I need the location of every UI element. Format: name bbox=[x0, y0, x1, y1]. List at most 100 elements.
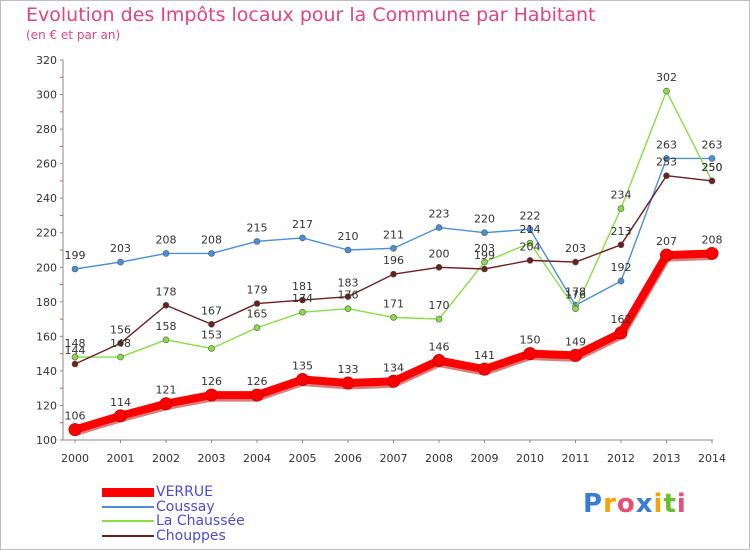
data-point-la-chauss-e bbox=[663, 87, 670, 95]
x-tick-label: 2008 bbox=[425, 452, 453, 465]
data-point-chouppes bbox=[617, 241, 625, 249]
data-point-verrue bbox=[250, 388, 264, 402]
data-label-la-chauss-e: 148 bbox=[65, 337, 86, 350]
data-point-verrue bbox=[114, 409, 127, 423]
legend: VERRUE Coussay La Chaussée Chouppes bbox=[102, 485, 245, 543]
data-point-coussay bbox=[299, 234, 306, 242]
data-label-verrue: 126 bbox=[201, 375, 222, 388]
data-point-coussay bbox=[344, 246, 352, 254]
data-point-coussay bbox=[708, 155, 716, 162]
x-tick-label: 2012 bbox=[607, 452, 635, 465]
x-tick-label: 2009 bbox=[471, 452, 499, 465]
data-point-coussay bbox=[71, 265, 79, 273]
data-label-verrue: 141 bbox=[474, 349, 495, 362]
data-point-la-chauss-e bbox=[390, 314, 397, 321]
data-label-la-chauss-e: 165 bbox=[247, 308, 268, 321]
data-label-verrue: 121 bbox=[156, 384, 177, 397]
legend-label: Chouppes bbox=[156, 527, 226, 544]
data-label-chouppes: 200 bbox=[429, 247, 450, 260]
y-tick-label: 300 bbox=[36, 89, 57, 102]
legend-label: La Chaussée bbox=[156, 513, 245, 530]
x-tick-label: 2006 bbox=[334, 452, 362, 465]
data-point-la-chauss-e bbox=[71, 353, 79, 361]
x-tick-label: 2003 bbox=[198, 452, 226, 465]
logo-letter: r bbox=[603, 489, 617, 519]
legend-item-la-chauss-e: La Chaussée bbox=[102, 514, 245, 529]
data-label-la-chauss-e: 214 bbox=[520, 223, 541, 236]
data-point-verrue bbox=[478, 362, 491, 376]
data-label-chouppes: 183 bbox=[338, 277, 359, 290]
data-point-la-chauss-e bbox=[617, 205, 625, 212]
data-point-verrue bbox=[569, 348, 582, 362]
data-point-coussay bbox=[162, 250, 170, 257]
y-tick-label: 240 bbox=[36, 192, 57, 205]
data-label-verrue: 126 bbox=[247, 375, 268, 388]
x-tick-label: 2013 bbox=[653, 452, 681, 465]
proxiti-logo: Proxiti bbox=[583, 489, 687, 519]
data-point-chouppes bbox=[572, 258, 579, 266]
logo-letter: i bbox=[653, 489, 664, 519]
data-label-coussay: 263 bbox=[656, 138, 677, 151]
data-point-coussay bbox=[208, 250, 215, 257]
y-tick-label: 120 bbox=[36, 399, 57, 412]
data-label-coussay: 223 bbox=[429, 208, 450, 221]
data-label-chouppes: 156 bbox=[110, 323, 131, 336]
x-tick-label: 2001 bbox=[107, 452, 135, 465]
chart-subtitle: (en € et par an) bbox=[26, 28, 121, 42]
data-point-la-chauss-e bbox=[526, 239, 534, 247]
y-tick-label: 320 bbox=[36, 54, 57, 67]
logo-letter: x bbox=[635, 489, 654, 519]
x-tick-label: 2002 bbox=[152, 452, 180, 465]
data-point-chouppes bbox=[435, 263, 443, 271]
data-point-la-chauss-e bbox=[253, 324, 261, 332]
data-label-la-chauss-e: 153 bbox=[201, 328, 222, 341]
data-label-chouppes: 179 bbox=[247, 284, 268, 297]
data-label-coussay: 208 bbox=[201, 233, 222, 246]
data-point-coussay bbox=[663, 155, 670, 162]
data-point-chouppes bbox=[299, 296, 306, 304]
data-point-la-chauss-e bbox=[481, 258, 488, 266]
data-point-la-chauss-e bbox=[344, 305, 352, 313]
data-point-verrue bbox=[614, 326, 628, 340]
data-label-la-chauss-e: 250 bbox=[702, 161, 723, 174]
logo-letter: o bbox=[616, 489, 636, 519]
y-tick-label: 140 bbox=[36, 365, 57, 378]
y-tick-label: 220 bbox=[36, 227, 57, 240]
data-point-la-chauss-e bbox=[208, 345, 215, 352]
data-point-verrue bbox=[159, 397, 173, 411]
data-label-coussay: 210 bbox=[338, 230, 359, 243]
data-label-verrue: 146 bbox=[429, 341, 450, 354]
data-point-verrue bbox=[387, 374, 400, 388]
x-tick-label: 2004 bbox=[243, 452, 271, 465]
data-label-coussay: 222 bbox=[520, 209, 541, 222]
data-label-chouppes: 196 bbox=[383, 254, 404, 267]
data-point-la-chauss-e bbox=[117, 353, 124, 361]
data-label-verrue: 106 bbox=[65, 410, 86, 423]
legend-label: VERRUE bbox=[156, 484, 213, 501]
data-label-coussay: 220 bbox=[474, 213, 495, 226]
data-label-chouppes: 253 bbox=[656, 156, 677, 169]
data-point-la-chauss-e bbox=[299, 308, 306, 316]
data-point-verrue bbox=[523, 347, 537, 361]
data-label-la-chauss-e: 171 bbox=[383, 297, 404, 310]
data-point-chouppes bbox=[162, 301, 170, 309]
data-point-coussay bbox=[117, 258, 124, 266]
data-point-verrue bbox=[296, 373, 309, 387]
data-point-chouppes bbox=[344, 293, 352, 300]
data-label-chouppes: 144 bbox=[65, 344, 86, 357]
data-point-la-chauss-e bbox=[162, 336, 170, 344]
data-label-chouppes: 203 bbox=[565, 242, 586, 255]
data-point-la-chauss-e bbox=[572, 305, 579, 313]
data-point-verrue bbox=[68, 423, 82, 437]
logo-letter: P bbox=[583, 489, 604, 519]
data-point-chouppes bbox=[117, 339, 124, 347]
data-point-chouppes bbox=[526, 257, 534, 264]
x-tick-label: 2014 bbox=[698, 452, 726, 465]
x-tick-label: 2007 bbox=[380, 452, 408, 465]
legend-swatch bbox=[102, 534, 154, 537]
y-tick-label: 160 bbox=[36, 330, 57, 343]
data-point-verrue bbox=[205, 388, 218, 402]
data-point-chouppes bbox=[708, 177, 716, 185]
legend-swatch bbox=[102, 520, 154, 523]
data-point-coussay bbox=[253, 238, 261, 245]
